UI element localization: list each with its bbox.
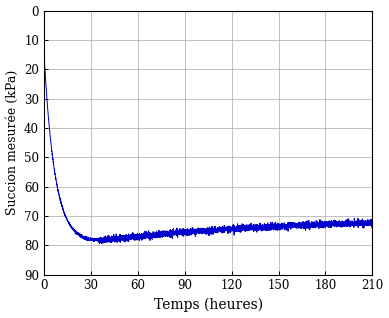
X-axis label: Temps (heures): Temps (heures) [154,298,263,313]
Y-axis label: Succion mesurée (kPa): Succion mesurée (kPa) [5,70,19,215]
